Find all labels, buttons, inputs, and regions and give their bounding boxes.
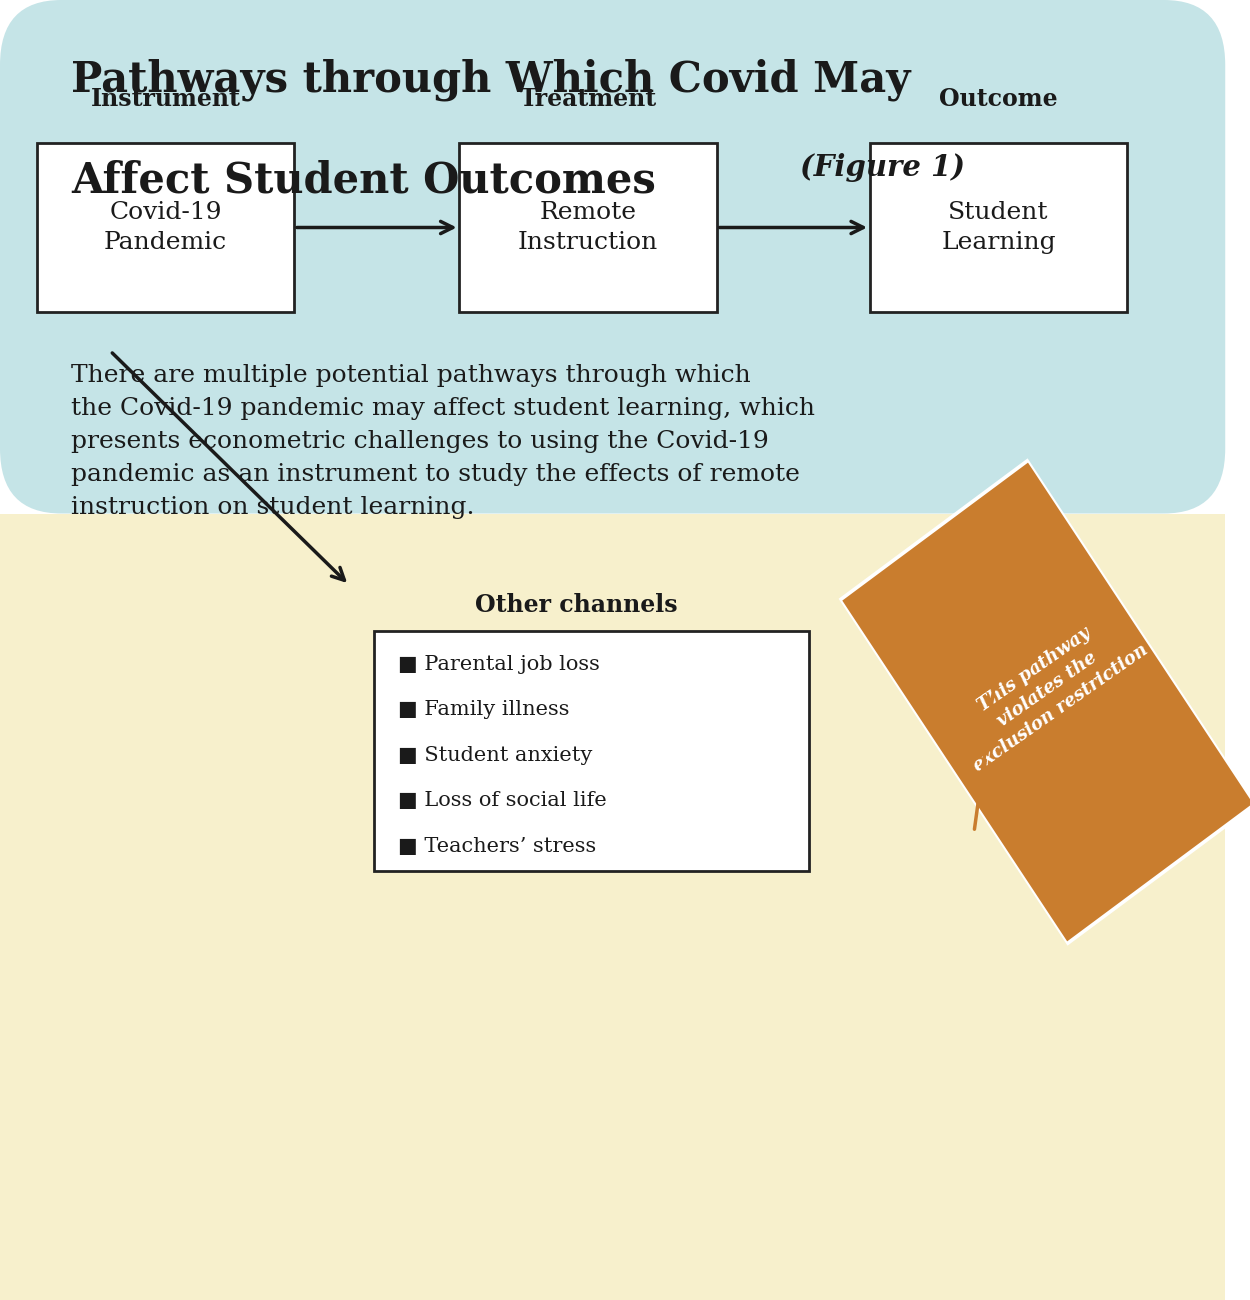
FancyBboxPatch shape (36, 143, 294, 312)
FancyBboxPatch shape (0, 0, 1225, 514)
Text: ■ Parental job loss: ■ Parental job loss (399, 655, 600, 673)
Text: Remote
Instruction: Remote Instruction (518, 202, 659, 254)
Text: Covid-19
Pandemic: Covid-19 Pandemic (104, 202, 228, 254)
FancyBboxPatch shape (870, 143, 1128, 312)
Text: Affect Student Outcomes: Affect Student Outcomes (71, 160, 670, 202)
Text: ■ Family illness: ■ Family illness (399, 701, 570, 719)
Text: Outcome: Outcome (939, 87, 1058, 111)
Text: Other channels: Other channels (475, 594, 678, 618)
Text: (Figure 1): (Figure 1) (800, 153, 965, 182)
Text: ■ Student anxiety: ■ Student anxiety (399, 746, 592, 764)
Bar (0, 514, 1225, 1300)
FancyBboxPatch shape (460, 143, 716, 312)
Polygon shape (839, 459, 1250, 945)
Text: ■ Teachers’ stress: ■ Teachers’ stress (399, 836, 596, 855)
Text: Student
Learning: Student Learning (941, 202, 1056, 254)
Text: Treatment: Treatment (520, 87, 656, 111)
FancyBboxPatch shape (374, 630, 809, 871)
Text: ■ Loss of social life: ■ Loss of social life (399, 792, 608, 810)
Text: Pathways through Which Covid May: Pathways through Which Covid May (71, 58, 910, 101)
Text: There are multiple potential pathways through which
the Covid-19 pandemic may af: There are multiple potential pathways th… (71, 364, 815, 519)
Polygon shape (842, 463, 1250, 941)
Text: Instrument: Instrument (90, 87, 240, 111)
Text: This pathway
violates the
exclusion restriction: This pathway violates the exclusion rest… (944, 602, 1151, 776)
